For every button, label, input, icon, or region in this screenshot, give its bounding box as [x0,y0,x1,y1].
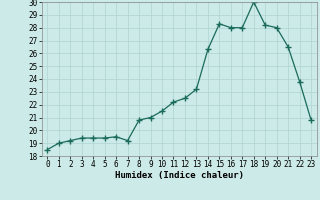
X-axis label: Humidex (Indice chaleur): Humidex (Indice chaleur) [115,171,244,180]
